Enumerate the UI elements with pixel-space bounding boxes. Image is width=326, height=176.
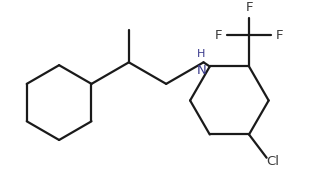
Text: N: N [197,64,206,77]
Text: H: H [197,49,206,59]
Text: Cl: Cl [267,155,280,168]
Text: F: F [215,29,222,42]
Text: F: F [276,29,284,42]
Text: F: F [245,1,253,14]
